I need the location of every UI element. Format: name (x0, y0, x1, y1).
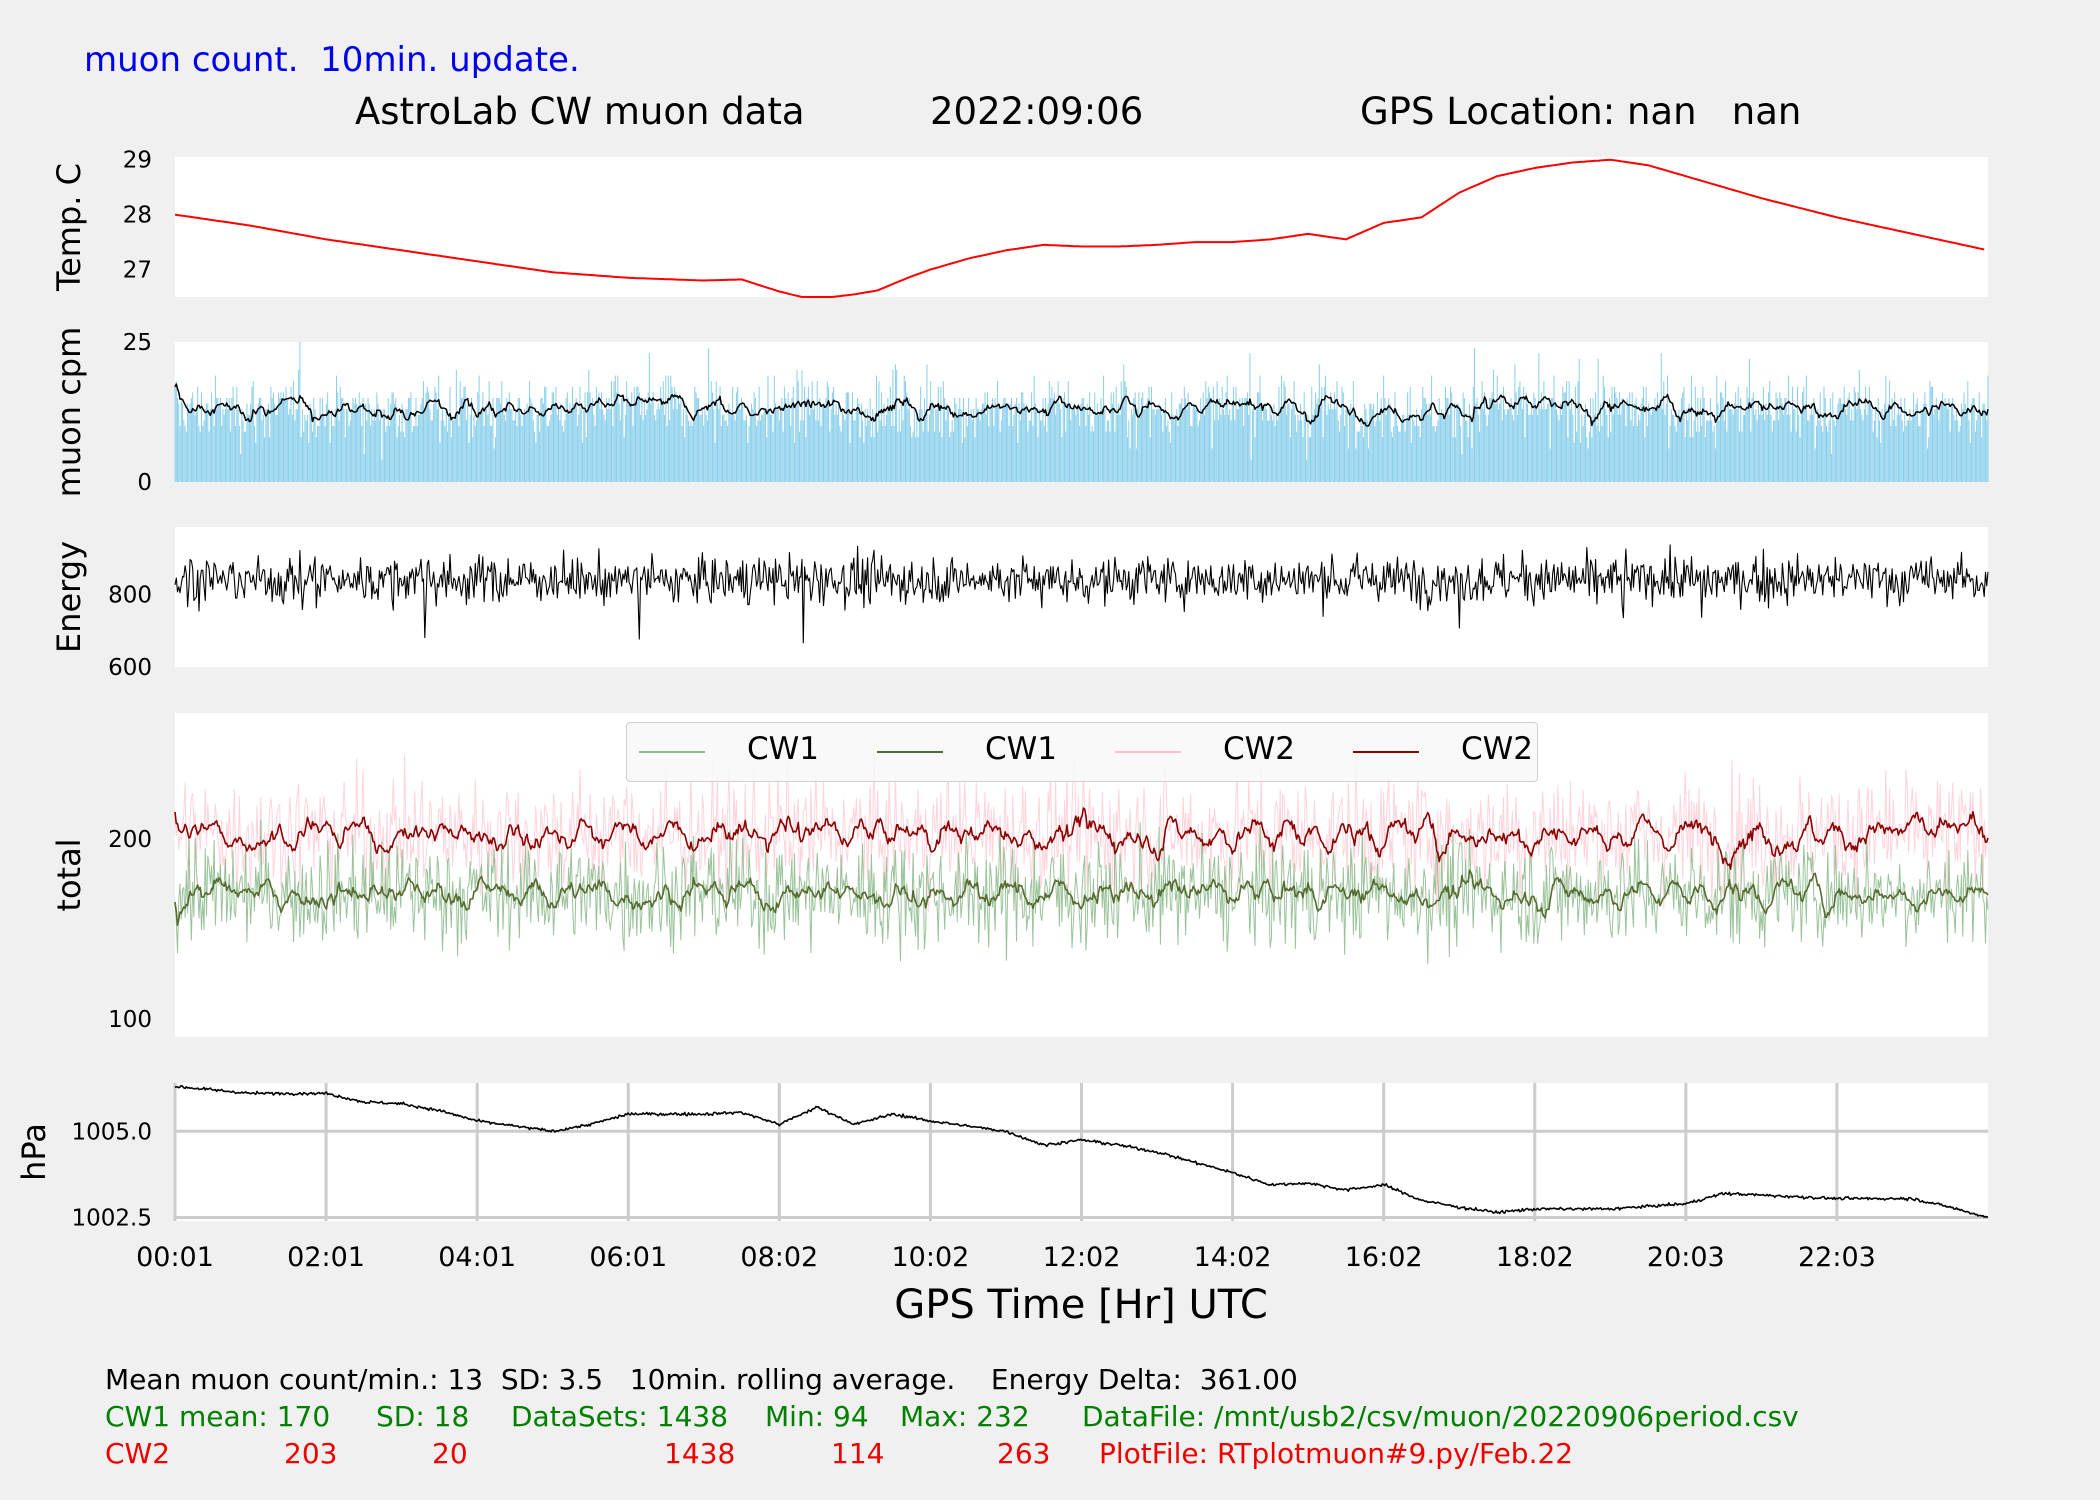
ytick-label: 29 (123, 148, 152, 174)
footer-cw1-min: Min: 94 (765, 1400, 869, 1433)
cw1-raw-line (174, 820, 1989, 965)
xtick-label: 14:02 (1194, 1242, 1272, 1273)
panel-energy (175, 527, 1988, 667)
xtick-label: 20:03 (1647, 1242, 1725, 1273)
legend: CW1 CW1 CW2 CW2 (626, 722, 1538, 782)
energy-series-line (174, 544, 1989, 644)
footer-cw2-mean: 203 (284, 1437, 338, 1470)
ytick-label: 600 (108, 655, 152, 681)
ytick-label: 1005.0 (72, 1119, 152, 1145)
legend-swatch (877, 751, 943, 753)
cw2-rolling-line (174, 807, 1989, 870)
pressure-series-line (174, 1084, 1989, 1218)
ytick-label: 800 (108, 582, 152, 608)
footer-cw2-datasets: 1438 (664, 1437, 736, 1470)
footer-cw1-datasets: DataSets: 1438 (511, 1400, 729, 1433)
ylabel-muon_cpm: muon cpm (50, 327, 88, 498)
ylabel-temperature: Temp. C (50, 163, 88, 292)
legend-label: CW2 (1461, 731, 1534, 767)
ylabel-pressure: hPa (15, 1123, 53, 1181)
muon-rolling-line (174, 383, 1989, 427)
ytick-label: 27 (123, 258, 152, 284)
ytick-label: 1002.5 (72, 1206, 152, 1232)
xaxis-label: GPS Time [Hr] UTC (894, 1282, 1268, 1328)
footer-cw1-sd: SD: 18 (376, 1400, 470, 1433)
legend-swatch (1353, 751, 1419, 753)
ytick-label: 0 (137, 470, 152, 496)
ytick-label: 28 (123, 203, 152, 229)
chart-title: AstroLab CW muon data (355, 90, 805, 133)
ytick-label: 200 (108, 827, 152, 853)
chart-date: 2022:09:06 (930, 90, 1144, 133)
panel-temperature (175, 157, 1988, 297)
footer-cw2-max: 263 (997, 1437, 1051, 1470)
muon-bars (174, 342, 1989, 482)
xtick-label: 12:02 (1043, 1242, 1121, 1273)
legend-label: CW1 (747, 731, 820, 767)
ylabel-energy: Energy (50, 541, 88, 653)
footer-cw2-sd: 20 (432, 1437, 468, 1470)
temp-series-line (174, 158, 1985, 298)
xtick-label: 10:02 (892, 1242, 970, 1273)
xtick-label: 06:01 (589, 1242, 667, 1273)
legend-swatch (1115, 751, 1181, 753)
xtick-label: 16:02 (1345, 1242, 1423, 1273)
xtick-label: 18:02 (1496, 1242, 1574, 1273)
xtick-label: 08:02 (740, 1242, 818, 1273)
legend-label: CW1 (985, 731, 1058, 767)
cw1-rolling-line (174, 869, 1989, 927)
legend-swatch (639, 751, 705, 753)
ytick-label: 25 (123, 330, 152, 356)
legend-label: CW2 (1223, 731, 1296, 767)
footer-datafile: DataFile: /mnt/usb2/csv/muon/20220906per… (1082, 1400, 1799, 1433)
footer-plotfile: PlotFile: RTplotmuon#9.py/Feb.22 (1099, 1437, 1574, 1470)
ylabel-total: total (50, 838, 88, 911)
xtick-label: 00:01 (136, 1242, 214, 1273)
footer-cw2-min: 114 (831, 1437, 885, 1470)
xtick-label: 02:01 (287, 1242, 365, 1273)
xtick-label: 04:01 (438, 1242, 516, 1273)
footer-summary: Mean muon count/min.: 13 SD: 3.5 10min. … (105, 1363, 1298, 1396)
xtick-label: 22:03 (1798, 1242, 1876, 1273)
footer-cw1-max: Max: 232 (900, 1400, 1030, 1433)
footer-cw2-label: CW2 (105, 1437, 171, 1470)
panel-muon_cpm (175, 342, 1988, 482)
update-note: muon count. 10min. update. (84, 40, 580, 80)
footer-cw1-mean: CW1 mean: 170 (105, 1400, 331, 1433)
gps-location: GPS Location: nan nan (1360, 90, 1802, 133)
ytick-label: 100 (108, 1007, 152, 1033)
